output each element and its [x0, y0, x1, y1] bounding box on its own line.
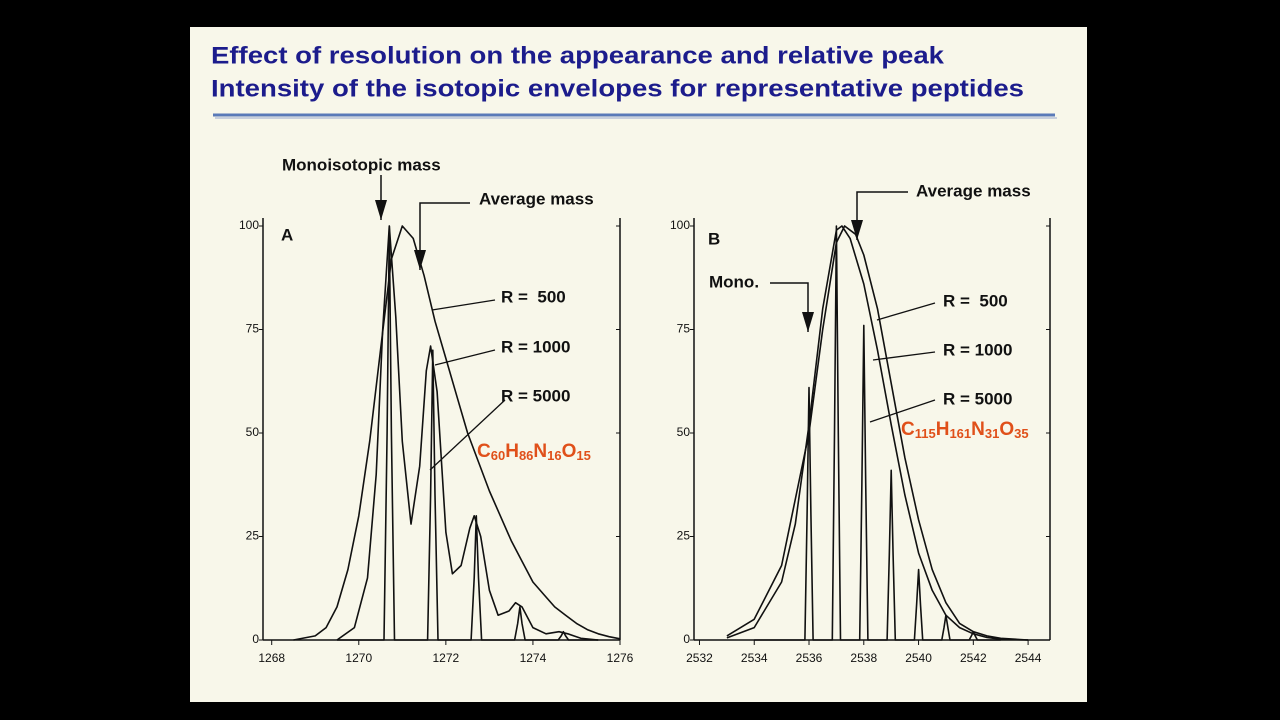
- pointer-line: [419, 202, 470, 270]
- y-tick-label: 0: [683, 632, 690, 646]
- formula-element: C: [901, 419, 915, 440]
- spectrum-line: [726, 225, 1029, 641]
- annotation: Average mass: [479, 189, 594, 208]
- resolution-label: R = 5000: [501, 386, 570, 405]
- annotation: Monoisotopic mass: [282, 155, 441, 174]
- formula-element: C: [477, 441, 491, 462]
- x-tick-label: 1276: [607, 651, 634, 665]
- formula-subscript: 15: [576, 448, 590, 463]
- x-tick-label: 2542: [960, 651, 987, 665]
- x-tick-label: 2540: [905, 651, 932, 665]
- spectrum-line: [754, 225, 1001, 641]
- formula-element: H: [936, 419, 950, 440]
- formula-subscript: 115: [915, 426, 936, 441]
- arrow-head: [375, 200, 387, 220]
- formula-subscript: 35: [1014, 426, 1028, 441]
- y-tick-label: 75: [677, 322, 691, 336]
- y-tick-label: 50: [246, 425, 260, 439]
- x-tick-label: 1268: [258, 651, 285, 665]
- y-tick-label: 25: [246, 529, 260, 543]
- formula-element: N: [533, 441, 547, 462]
- x-tick-label: 1272: [433, 651, 460, 665]
- panel-label: B: [708, 229, 720, 248]
- resolution-pointer: [869, 399, 936, 423]
- spectrum-line: [293, 225, 621, 641]
- resolution-pointer: [434, 349, 496, 366]
- formula: C115H161N31O35: [901, 419, 1029, 441]
- x-tick-label: 2544: [1015, 651, 1042, 665]
- x-tick-label: 2538: [850, 651, 877, 665]
- x-tick-label: 2532: [686, 651, 713, 665]
- annotation: Mono.: [709, 272, 759, 291]
- resolution-pointer: [876, 302, 936, 321]
- arrow-head: [802, 312, 814, 332]
- formula-subscript: 161: [949, 426, 971, 441]
- spectrum-line: [336, 225, 599, 641]
- formula-subscript: 31: [985, 426, 999, 441]
- formula: C60H86N16O15: [477, 441, 591, 463]
- formula-subscript: 16: [547, 448, 561, 463]
- y-tick-label: 100: [670, 218, 690, 232]
- arrow-head: [851, 220, 863, 240]
- x-tick-label: 1274: [520, 651, 547, 665]
- resolution-label: R = 500: [501, 287, 566, 306]
- resolution-pointer: [429, 399, 506, 471]
- panel-label: A: [281, 225, 293, 244]
- y-tick-label: 100: [239, 218, 259, 232]
- resolution-pointer: [872, 351, 936, 361]
- slide-page: [190, 27, 1087, 702]
- y-tick-label: 25: [677, 529, 691, 543]
- resolution-label: R = 500: [943, 291, 1008, 310]
- spectrum-line: [726, 225, 1029, 641]
- formula-element: N: [971, 419, 985, 440]
- y-tick-label: 50: [677, 425, 691, 439]
- slide-title: Intensity of the isotopic envelopes for …: [211, 75, 1024, 102]
- resolution-label: R = 5000: [943, 389, 1012, 408]
- arrow-head: [414, 250, 426, 270]
- resolution-label: R = 1000: [501, 337, 570, 356]
- slide-title: Effect of resolution on the appearance a…: [211, 42, 945, 69]
- x-tick-label: 1270: [345, 651, 372, 665]
- x-tick-label: 2536: [796, 651, 823, 665]
- formula-element: O: [999, 419, 1014, 440]
- spectrum-line: [337, 225, 599, 641]
- y-tick-label: 75: [246, 322, 260, 336]
- y-tick-label: 0: [252, 632, 259, 646]
- resolution-label: R = 1000: [943, 340, 1012, 359]
- annotation: Average mass: [916, 181, 1031, 200]
- formula-element: O: [562, 441, 577, 462]
- resolution-pointer: [431, 299, 496, 311]
- x-tick-label: 2534: [741, 651, 768, 665]
- formula-subscript: 86: [519, 448, 533, 463]
- formula-element: H: [505, 441, 519, 462]
- formula-subscript: 60: [491, 448, 505, 463]
